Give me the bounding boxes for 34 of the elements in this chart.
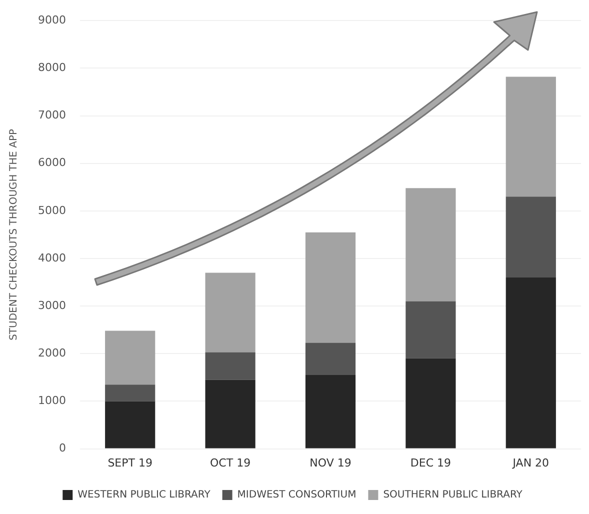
x-tick-label: NOV 19 xyxy=(310,456,352,470)
bar xyxy=(305,375,356,448)
legend-label: SOUTHERN PUBLIC LIBRARY xyxy=(383,490,524,501)
y-tick-label: 4000 xyxy=(38,251,66,264)
y-tick-label: 3000 xyxy=(38,298,66,312)
bar xyxy=(105,330,156,385)
y-tick-label: 8000 xyxy=(38,61,66,74)
y-tick-label: 2000 xyxy=(38,346,66,360)
bar xyxy=(205,352,256,380)
bar xyxy=(305,342,356,376)
bar xyxy=(205,380,256,448)
y-tick-label: 5000 xyxy=(38,204,66,217)
y-tick-label: 7000 xyxy=(38,108,66,122)
bar xyxy=(406,188,456,302)
bar xyxy=(105,384,156,402)
y-tick-label: 9000 xyxy=(38,13,66,26)
x-tick-label: OCT 19 xyxy=(210,456,251,470)
bar xyxy=(506,76,556,197)
x-tick-label: JAN 20 xyxy=(512,456,550,470)
legend-label: MIDWEST CONSORTIUM xyxy=(237,490,356,501)
bar xyxy=(105,401,156,448)
y-tick-label: 1000 xyxy=(38,394,66,408)
y-axis-title: STUDENT CHECKOUTS THROUGH THE APP xyxy=(8,128,20,340)
bar xyxy=(406,301,456,358)
x-tick-label: SEPT 19 xyxy=(108,456,152,470)
bar xyxy=(305,232,356,343)
legend-label: WESTERN PUBLIC LIBRARY xyxy=(78,490,212,501)
bar xyxy=(406,358,456,448)
bar xyxy=(506,196,556,278)
y-tick-label: 0 xyxy=(58,442,66,455)
y-tick-label: 6000 xyxy=(38,156,66,170)
bar xyxy=(506,278,556,448)
x-tick-label: DEC 19 xyxy=(410,456,452,470)
bar xyxy=(205,272,256,352)
